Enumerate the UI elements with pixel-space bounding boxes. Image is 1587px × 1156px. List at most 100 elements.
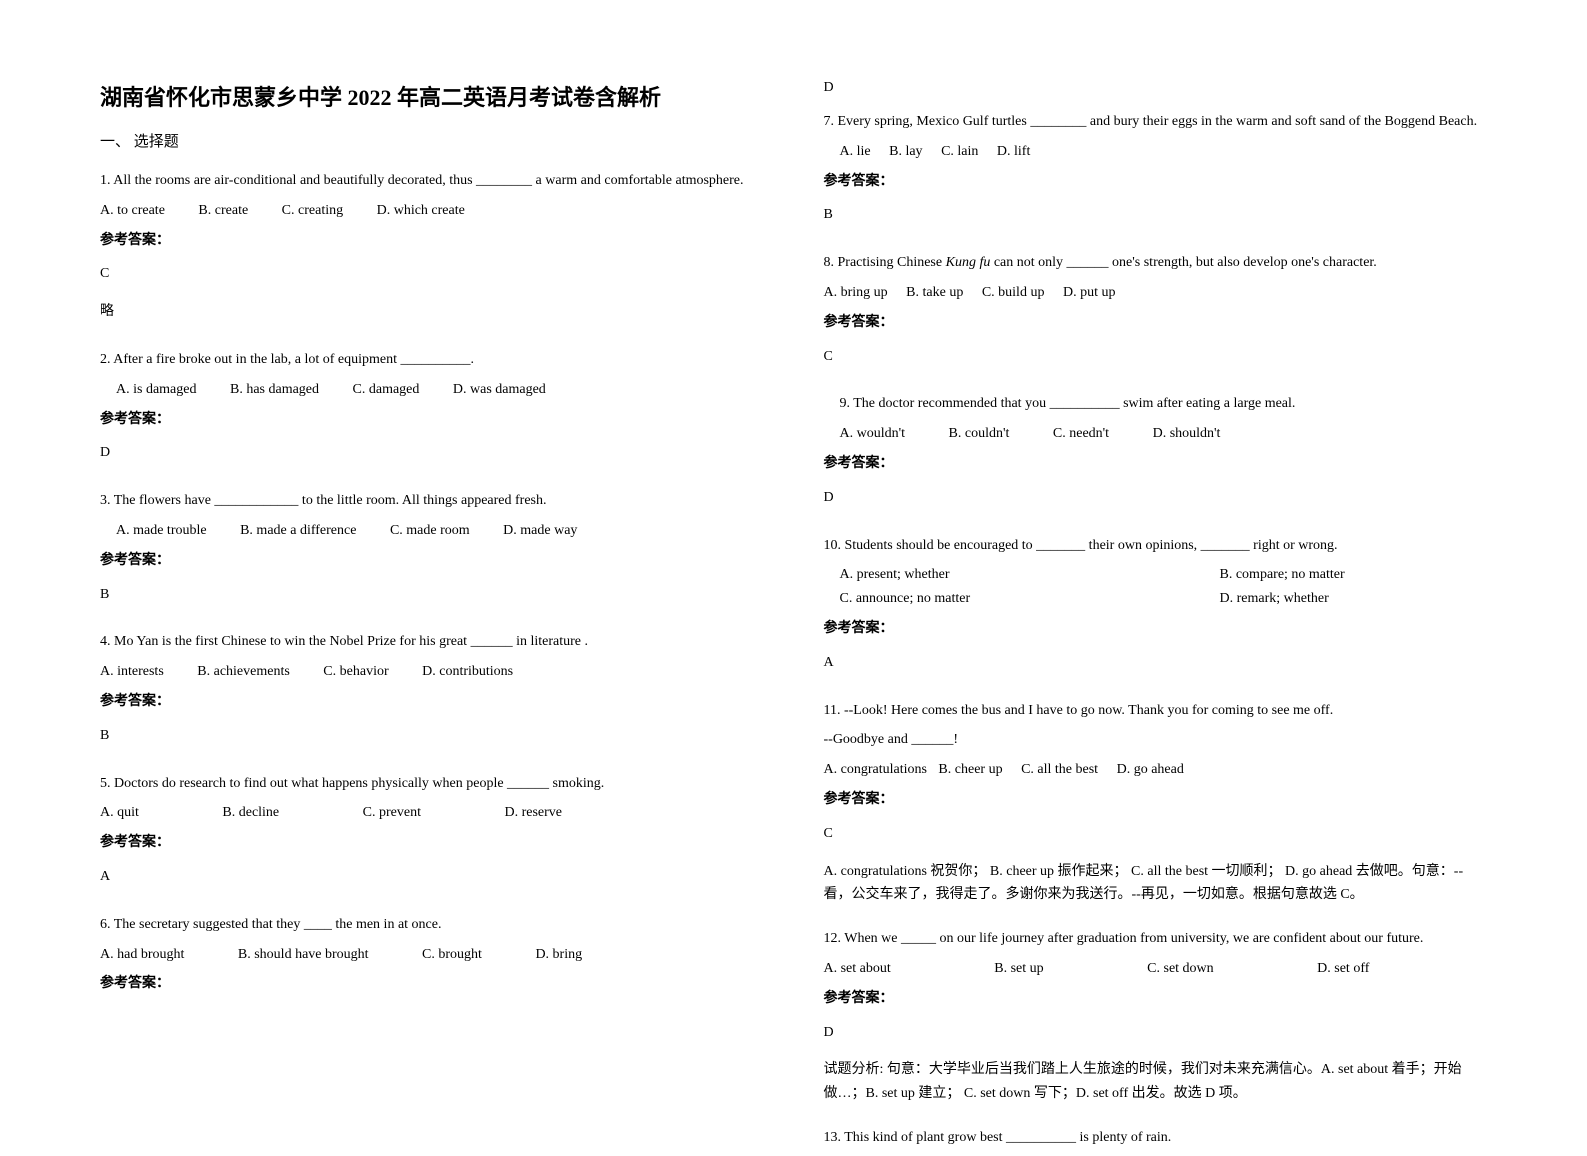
question-text: 6. The secretary suggested that they ___… [100,913,764,937]
question-options: A. present; whether B. compare; no matte… [824,563,1488,611]
question-1: 1. All the rooms are air-conditional and… [100,169,764,338]
question-10: 10. Students should be encouraged to ___… [824,534,1488,689]
answer-value: C [100,262,764,286]
option-a: A. quit [100,801,139,825]
answer-value: B [100,724,764,748]
option-b: B. compare; no matter [1220,563,1345,587]
right-column: D 7. Every spring, Mexico Gulf turtles _… [824,80,1488,1042]
answer-label: 参考答案： [100,972,764,996]
option-a: A. to create [100,199,165,223]
question-options: A. to create B. create C. creating D. wh… [100,199,764,223]
option-d: D. contributions [422,660,513,684]
question-7: 7. Every spring, Mexico Gulf turtles ___… [824,110,1488,241]
question-8: 8. Practising Chinese Kung fu can not on… [824,251,1488,382]
answer-value: A [824,651,1488,675]
option-b: B. decline [222,801,279,825]
answer-value: D [100,441,764,465]
option-b: B. should have brought [238,943,369,967]
option-c: C. creating [282,199,343,223]
question-12: 12. When we _____ on our life journey af… [824,927,1488,1116]
text-italic: Kung fu [946,255,991,270]
option-b: B. take up [906,281,963,305]
answer-label: 参考答案： [824,311,1488,335]
answer-label: 参考答案： [824,617,1488,641]
option-c: C. behavior [323,660,388,684]
option-b: B. has damaged [230,378,319,402]
option-d: D. shouldn't [1153,422,1221,446]
text-post: can not only ______ one's strength, but … [990,255,1376,270]
option-c: C. prevent [363,801,421,825]
option-c: C. build up [982,281,1045,305]
option-d: D. reserve [504,801,562,825]
question-13: 13. This kind of plant grow best _______… [824,1126,1488,1156]
answer-value: C [824,345,1488,369]
option-a: A. present; whether [840,563,1190,587]
option-a: A. made trouble [116,519,207,543]
option-a: A. lie [840,140,871,164]
explanation: 试题分析: 句意：大学毕业后当我们踏上人生旅途的时候，我们对未来充满信心。A. … [824,1058,1488,1106]
option-c: C. announce; no matter [840,587,1190,611]
explanation: A. congratulations 祝贺你； B. cheer up 振作起来… [824,860,1488,908]
document-title: 湖南省怀化市思蒙乡中学 2022 年高二英语月考试卷含解析 [100,80,764,112]
question-4: 4. Mo Yan is the first Chinese to win th… [100,630,764,761]
option-d: D. made way [503,519,577,543]
answer-label: 参考答案： [824,452,1488,476]
option-a: A. set about [824,957,891,981]
option-a: A. bring up [824,281,888,305]
answer-label: 参考答案： [100,408,764,432]
question-text: 2. After a fire broke out in the lab, a … [100,348,764,372]
answer-label: 参考答案： [824,170,1488,194]
question-options: A. quit B. decline C. prevent D. reserve [100,801,764,825]
option-a: A. is damaged [116,378,196,402]
option-c: C. needn't [1053,422,1109,446]
question-5: 5. Doctors do research to find out what … [100,772,764,903]
option-b: B. lay [889,140,922,164]
question-text: 8. Practising Chinese Kung fu can not on… [824,251,1488,275]
answer-value: C [824,822,1488,846]
option-c: C. damaged [353,378,420,402]
question-3: 3. The flowers have ____________ to the … [100,489,764,620]
question-9: 9. The doctor recommended that you _____… [824,392,1488,523]
answer-label: 参考答案： [824,788,1488,812]
question-text: 9. The doctor recommended that you _____… [824,392,1488,416]
answer-value: A [100,865,764,889]
question-options: A. had brought B. should have brought C.… [100,943,764,967]
option-c: C. lain [941,140,978,164]
question-options: A. congratulations B. cheer up C. all th… [824,758,1488,782]
question-text: 3. The flowers have ____________ to the … [100,489,764,513]
option-b: B. cheer up [938,758,1002,782]
answer-label: 参考答案： [100,831,764,855]
answer-label: 参考答案： [100,690,764,714]
option-b: B. set up [994,957,1043,981]
question-options: A. made trouble B. made a difference C. … [100,519,764,543]
question-options: A. wouldn't B. couldn't C. needn't D. sh… [824,422,1488,446]
question-11: 11. --Look! Here comes the bus and I hav… [824,699,1488,918]
question-text-line2: --Goodbye and ______! [824,728,1488,752]
option-c: C. made room [390,519,470,543]
option-c: C. all the best [1021,758,1098,782]
option-a: A. had brought [100,943,184,967]
option-c: C. brought [422,943,482,967]
option-d: D. was damaged [453,378,546,402]
answer-label: 参考答案： [100,229,764,253]
question-options: A. set about B. set up C. set down D. se… [824,957,1488,981]
answer-value: D [824,80,1488,96]
option-b: B. made a difference [240,519,356,543]
answer-note: 略 [100,300,764,324]
section-header: 一、 选择题 [100,130,764,151]
answer-value: B [824,203,1488,227]
answer-value: D [824,1021,1488,1045]
question-text-line1: 11. --Look! Here comes the bus and I hav… [824,699,1488,723]
question-text: 1. All the rooms are air-conditional and… [100,169,764,193]
option-d: D. put up [1063,281,1116,305]
question-text: 10. Students should be encouraged to ___… [824,534,1488,558]
answer-value: B [100,583,764,607]
option-b: B. create [198,199,248,223]
question-text: 7. Every spring, Mexico Gulf turtles ___… [824,110,1488,134]
answer-label: 参考答案： [100,549,764,573]
text-pre: 8. Practising Chinese [824,255,946,270]
question-options: A. interests B. achievements C. behavior… [100,660,764,684]
option-b: B. achievements [197,660,290,684]
left-column: 湖南省怀化市思蒙乡中学 2022 年高二英语月考试卷含解析 一、 选择题 1. … [100,80,764,1042]
option-a: A. congratulations [824,758,927,782]
